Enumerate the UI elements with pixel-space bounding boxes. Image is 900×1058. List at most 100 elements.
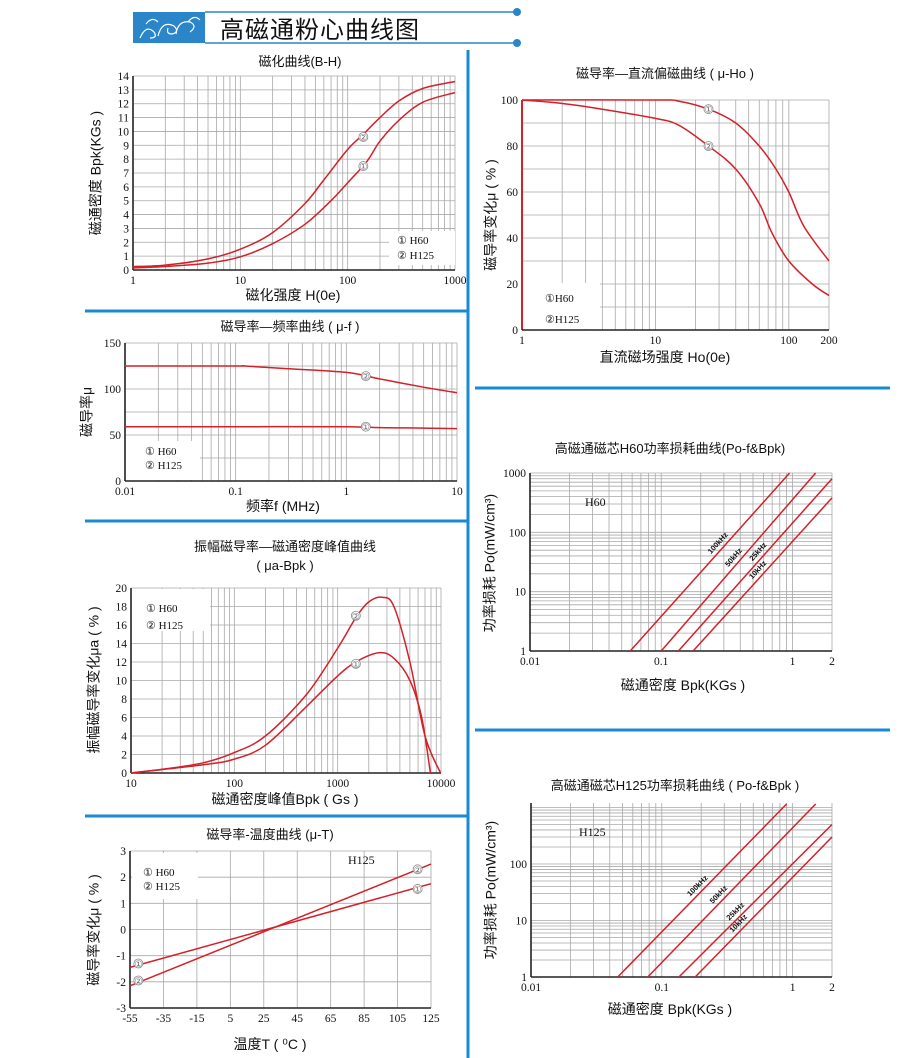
y-tick-label: 10 xyxy=(116,676,128,688)
y-tick-label: 1 xyxy=(520,646,526,658)
legend-entry: ①H60 xyxy=(545,293,574,305)
chart-title: 磁化曲线(B-H) xyxy=(258,54,341,69)
x-tick-label: 0.01 xyxy=(520,656,540,668)
series-marker-label: ① xyxy=(359,162,367,172)
y-tick-label: 6 xyxy=(121,713,127,725)
y-tick-label: 11 xyxy=(118,113,129,125)
y-tick-label: 100 xyxy=(104,384,122,396)
y-tick-label: 18 xyxy=(116,602,128,614)
series-marker xyxy=(703,104,714,115)
legend-entry: ② H125 xyxy=(143,881,181,893)
chart-mu-f: 磁导率—频率曲线 ( μ-f ) 频率f (MHz) 磁导率μ ① H60 ② H125… xyxy=(79,319,463,514)
y-axis-label: 磁导率变化μ ( % ) xyxy=(86,874,102,986)
x-tick-label: 25 xyxy=(258,1013,270,1025)
series-label: 25kHz xyxy=(747,540,768,562)
y-tick-label: 0 xyxy=(123,265,129,277)
x-tick-label: 1000 xyxy=(326,778,349,790)
chart-title: 振幅磁导率—磁通密度峰值曲线 xyxy=(194,539,376,554)
series-line-h60 xyxy=(132,91,456,269)
y-tick-label: 100 xyxy=(510,859,528,871)
y-tick-label: 2 xyxy=(120,872,126,884)
page-title: 高磁通粉心曲线图 xyxy=(220,16,420,44)
series-line-50khz xyxy=(647,803,817,978)
series-line-50khz xyxy=(660,472,817,652)
legend-box xyxy=(523,283,600,329)
series-line-h60 xyxy=(125,425,458,430)
y-tick-label: 100 xyxy=(509,527,527,539)
chart-title: 磁导率-温度曲线 (μ-T) xyxy=(206,827,333,842)
y-tick-label: -3 xyxy=(116,1003,126,1015)
y-tick-label: 10 xyxy=(516,915,528,927)
chart-title: 高磁通磁芯H125功率损耗曲线 ( Po-f&Bpk ) xyxy=(551,778,800,793)
y-tick-label: 8 xyxy=(123,154,129,166)
series-label: 50kHz xyxy=(723,546,744,568)
x-tick-label: 105 xyxy=(389,1013,407,1025)
chart-mua-bpk: 振幅磁导率—磁通密度峰值曲线 ( μa-Bpk ) 磁通密度峰值Bpk ( Gs )… xyxy=(86,539,456,807)
y-tick-label: 16 xyxy=(116,620,128,632)
series-marker-label: ① xyxy=(414,884,422,894)
series-marker xyxy=(412,884,423,894)
x-tick-label: 0.1 xyxy=(228,486,243,498)
series-line-h125 xyxy=(521,99,830,297)
series-marker xyxy=(350,610,361,621)
y-tick-label: 20 xyxy=(116,583,128,595)
legend-box xyxy=(132,589,210,631)
series-marker-label: ① xyxy=(362,422,370,432)
series-marker xyxy=(358,161,369,171)
legend-box xyxy=(132,853,198,899)
y-tick-label: 0 xyxy=(121,768,127,780)
chart-title: 磁导率—频率曲线 ( μ-f ) xyxy=(221,319,360,334)
y-tick-label: 0 xyxy=(120,925,126,937)
x-tick-label: 100 xyxy=(226,778,244,790)
x-tick-label: 10 xyxy=(650,335,662,347)
y-tick-label: 14 xyxy=(116,639,128,651)
series-line-h60 xyxy=(521,99,830,262)
x-axis-label: 磁通密度 Bpk(KGs ) xyxy=(608,1001,732,1017)
x-tick-label: 5 xyxy=(227,1013,233,1025)
x-tick-label: -15 xyxy=(189,1013,205,1025)
y-tick-label: 4 xyxy=(121,731,127,743)
banner-dot-icon xyxy=(513,39,521,47)
y-tick-label: 8 xyxy=(121,694,127,706)
series-marker-label: ① xyxy=(352,659,360,669)
x-axis-label: 直流磁场强度 Ho(0e) xyxy=(600,349,731,365)
series-marker-label: ② xyxy=(414,865,422,875)
y-tick-label: 1 xyxy=(521,972,527,984)
chart-annotation: H125 xyxy=(579,825,606,839)
x-tick-label: -35 xyxy=(156,1013,172,1025)
series-marker xyxy=(360,371,371,382)
series-marker xyxy=(360,421,371,432)
series-marker xyxy=(133,975,144,986)
series-marker xyxy=(133,958,144,969)
series-marker-label: ② xyxy=(352,611,360,621)
x-axis-label: 频率f (MHz) xyxy=(246,498,320,514)
y-tick-label: 6 xyxy=(123,182,129,194)
chart-loss-h60: 高磁通磁芯H60功率损耗曲线(Po-f&Bpk) 磁通密度 Bpk(KGs ) 功率… xyxy=(482,441,835,693)
x-tick-label: 1 xyxy=(790,656,796,668)
x-tick-label: 2 xyxy=(829,982,835,994)
y-tick-label: 10 xyxy=(118,126,130,138)
legend-entry: ② H125 xyxy=(146,620,184,632)
x-tick-label: 1000 xyxy=(444,275,467,287)
chart-b-h: 磁化曲线(B-H) 磁化强度 H(0e) 磁通密度 Bpk(KGs ) ① H60 ② … xyxy=(88,54,467,303)
x-tick-label: 10 xyxy=(235,275,247,287)
series-line-25khz xyxy=(678,823,833,978)
legend-box xyxy=(389,231,455,265)
x-tick-label: 1 xyxy=(790,982,796,994)
grid xyxy=(530,803,833,978)
legend-entry: ① H60 xyxy=(146,603,178,615)
y-axis-label: 振幅磁导率变化μa ( % ) xyxy=(86,606,102,753)
y-tick-label: 1000 xyxy=(503,468,526,480)
series-marker-label: ② xyxy=(362,372,370,382)
header-banner xyxy=(133,8,521,47)
legend-entry: ② H125 xyxy=(397,250,435,262)
x-tick-label: 1 xyxy=(519,335,525,347)
chart-mu-t: 磁导率-温度曲线 (μ-T) 温度T ( ⁰C ) 磁导率变化μ ( % ) ① H6… xyxy=(86,827,440,1052)
y-tick-label: 2 xyxy=(121,750,127,762)
y-tick-label: 1 xyxy=(120,898,126,910)
grid xyxy=(130,587,442,774)
x-tick-label: 0.1 xyxy=(654,656,669,668)
legend-entry: ① H60 xyxy=(143,867,175,879)
y-tick-label: 3 xyxy=(120,846,126,858)
